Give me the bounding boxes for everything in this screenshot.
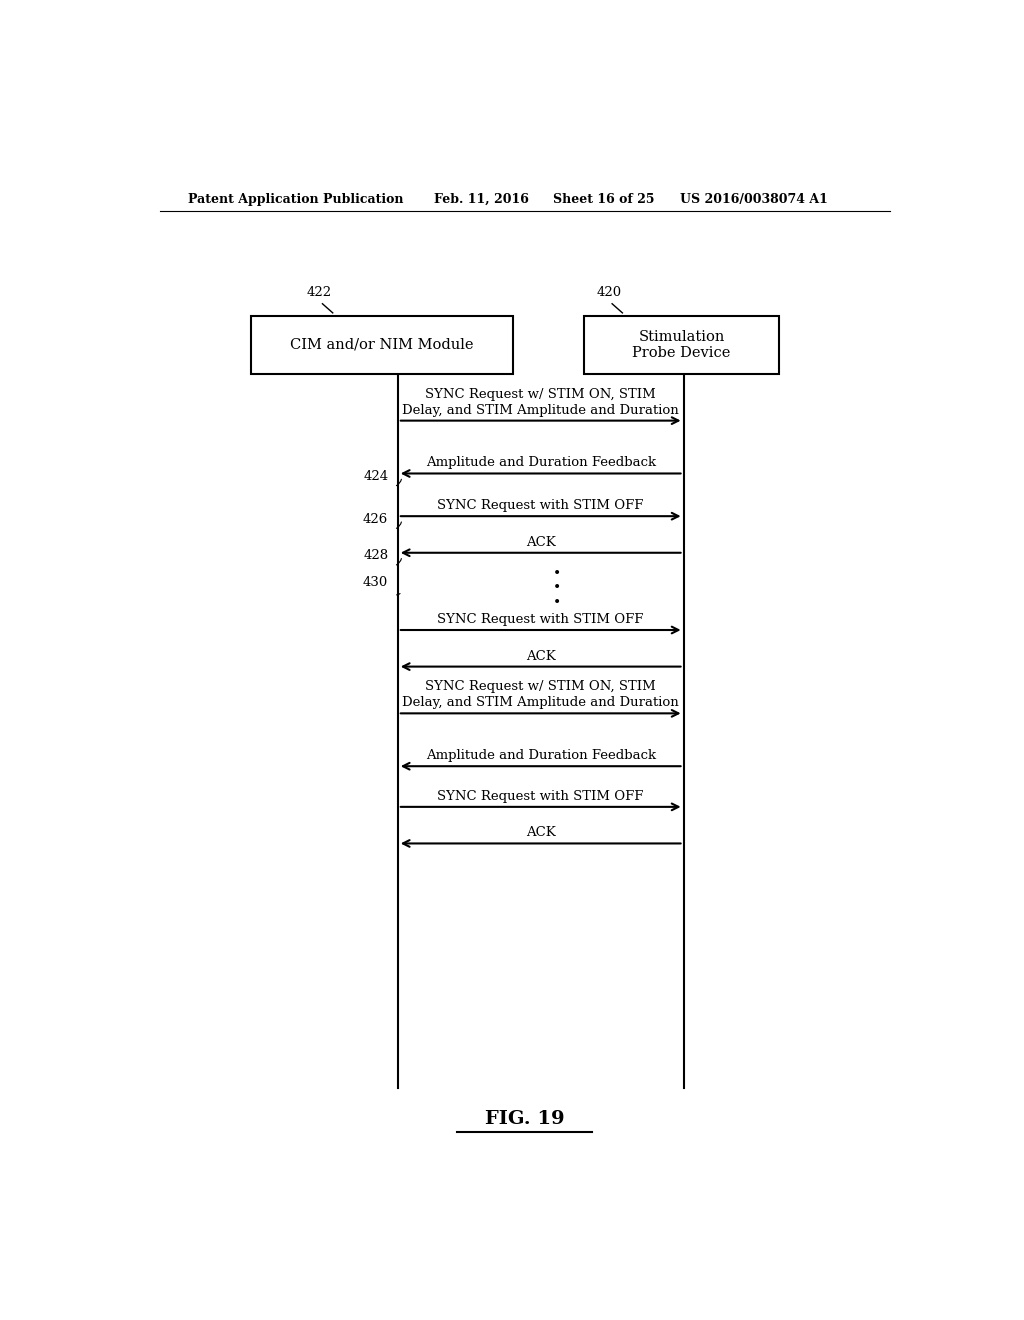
Text: Sheet 16 of 25: Sheet 16 of 25 xyxy=(553,193,654,206)
Text: 424: 424 xyxy=(364,470,388,483)
Text: ACK: ACK xyxy=(525,536,556,549)
Text: SYNC Request with STIM OFF: SYNC Request with STIM OFF xyxy=(437,612,644,626)
Text: 428: 428 xyxy=(364,549,388,562)
Bar xyxy=(585,315,778,374)
Text: US 2016/0038074 A1: US 2016/0038074 A1 xyxy=(680,193,827,206)
Text: SYNC Request with STIM OFF: SYNC Request with STIM OFF xyxy=(437,499,644,512)
Text: Amplitude and Duration Feedback: Amplitude and Duration Feedback xyxy=(426,457,655,470)
Text: 426: 426 xyxy=(364,512,388,525)
Text: Amplitude and Duration Feedback: Amplitude and Duration Feedback xyxy=(426,750,655,762)
Text: ACK: ACK xyxy=(525,649,556,663)
Text: 420: 420 xyxy=(596,285,622,298)
Text: SYNC Request with STIM OFF: SYNC Request with STIM OFF xyxy=(437,789,644,803)
Text: •: • xyxy=(552,581,561,594)
Text: Patent Application Publication: Patent Application Publication xyxy=(187,193,403,206)
Text: SYNC Request w/ STIM ON, STIM
Delay, and STIM Amplitude and Duration: SYNC Request w/ STIM ON, STIM Delay, and… xyxy=(402,680,679,709)
Text: •: • xyxy=(552,594,561,609)
Text: •: • xyxy=(552,566,561,579)
Text: Feb. 11, 2016: Feb. 11, 2016 xyxy=(433,193,528,206)
Text: SYNC Request w/ STIM ON, STIM
Delay, and STIM Amplitude and Duration: SYNC Request w/ STIM ON, STIM Delay, and… xyxy=(402,388,679,417)
Bar xyxy=(251,315,513,374)
Text: CIM and/or NIM Module: CIM and/or NIM Module xyxy=(290,338,474,352)
Text: ACK: ACK xyxy=(525,826,556,840)
Text: 430: 430 xyxy=(364,576,388,589)
Text: FIG. 19: FIG. 19 xyxy=(485,1110,564,1127)
Text: Stimulation
Probe Device: Stimulation Probe Device xyxy=(633,330,731,360)
Text: 422: 422 xyxy=(306,285,332,298)
